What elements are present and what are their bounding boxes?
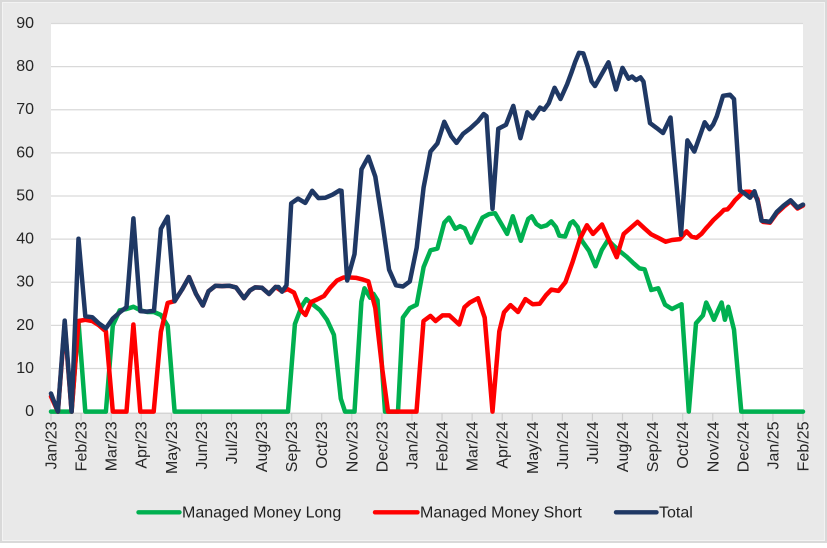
svg-text:Mar/24: Mar/24 bbox=[465, 421, 482, 471]
svg-text:Jan/23: Jan/23 bbox=[44, 421, 61, 469]
svg-text:Jan/25: Jan/25 bbox=[765, 421, 782, 469]
svg-text:Sep/23: Sep/23 bbox=[284, 421, 301, 472]
svg-text:Apr/24: Apr/24 bbox=[495, 421, 512, 468]
svg-text:50: 50 bbox=[16, 188, 34, 205]
svg-text:Total: Total bbox=[659, 505, 693, 522]
svg-text:Feb/24: Feb/24 bbox=[435, 421, 452, 471]
svg-text:Feb/23: Feb/23 bbox=[74, 421, 91, 471]
svg-text:Jan/24: Jan/24 bbox=[404, 421, 421, 469]
svg-text:60: 60 bbox=[16, 144, 34, 161]
svg-text:Jul/24: Jul/24 bbox=[585, 421, 602, 464]
svg-text:Nov/23: Nov/23 bbox=[344, 421, 361, 472]
svg-text:0: 0 bbox=[25, 403, 34, 420]
svg-text:20: 20 bbox=[16, 317, 34, 334]
svg-text:Dec/23: Dec/23 bbox=[374, 421, 391, 472]
svg-text:Managed Money Short: Managed Money Short bbox=[420, 505, 582, 522]
svg-text:May/24: May/24 bbox=[525, 421, 542, 474]
svg-text:40: 40 bbox=[16, 231, 34, 248]
svg-text:Jun/23: Jun/23 bbox=[194, 421, 211, 469]
svg-text:Apr/23: Apr/23 bbox=[134, 421, 151, 468]
svg-text:Nov/24: Nov/24 bbox=[705, 421, 722, 472]
svg-text:Jul/23: Jul/23 bbox=[224, 421, 241, 464]
svg-text:90: 90 bbox=[16, 15, 34, 32]
svg-text:May/23: May/23 bbox=[164, 421, 181, 474]
svg-text:Managed Money Long: Managed Money Long bbox=[182, 505, 341, 522]
svg-text:Aug/23: Aug/23 bbox=[254, 421, 271, 472]
svg-text:10: 10 bbox=[16, 360, 34, 377]
svg-text:Jun/24: Jun/24 bbox=[555, 421, 572, 469]
svg-text:70: 70 bbox=[16, 101, 34, 118]
svg-text:Sep/24: Sep/24 bbox=[645, 421, 662, 472]
svg-text:Mar/23: Mar/23 bbox=[104, 421, 121, 471]
svg-text:30: 30 bbox=[16, 274, 34, 291]
svg-text:Aug/24: Aug/24 bbox=[615, 421, 632, 472]
svg-text:Feb/25: Feb/25 bbox=[796, 421, 813, 471]
svg-text:Dec/24: Dec/24 bbox=[735, 421, 752, 472]
svg-text:Oct/24: Oct/24 bbox=[675, 421, 692, 468]
svg-text:Oct/23: Oct/23 bbox=[314, 421, 331, 468]
svg-text:80: 80 bbox=[16, 58, 34, 75]
